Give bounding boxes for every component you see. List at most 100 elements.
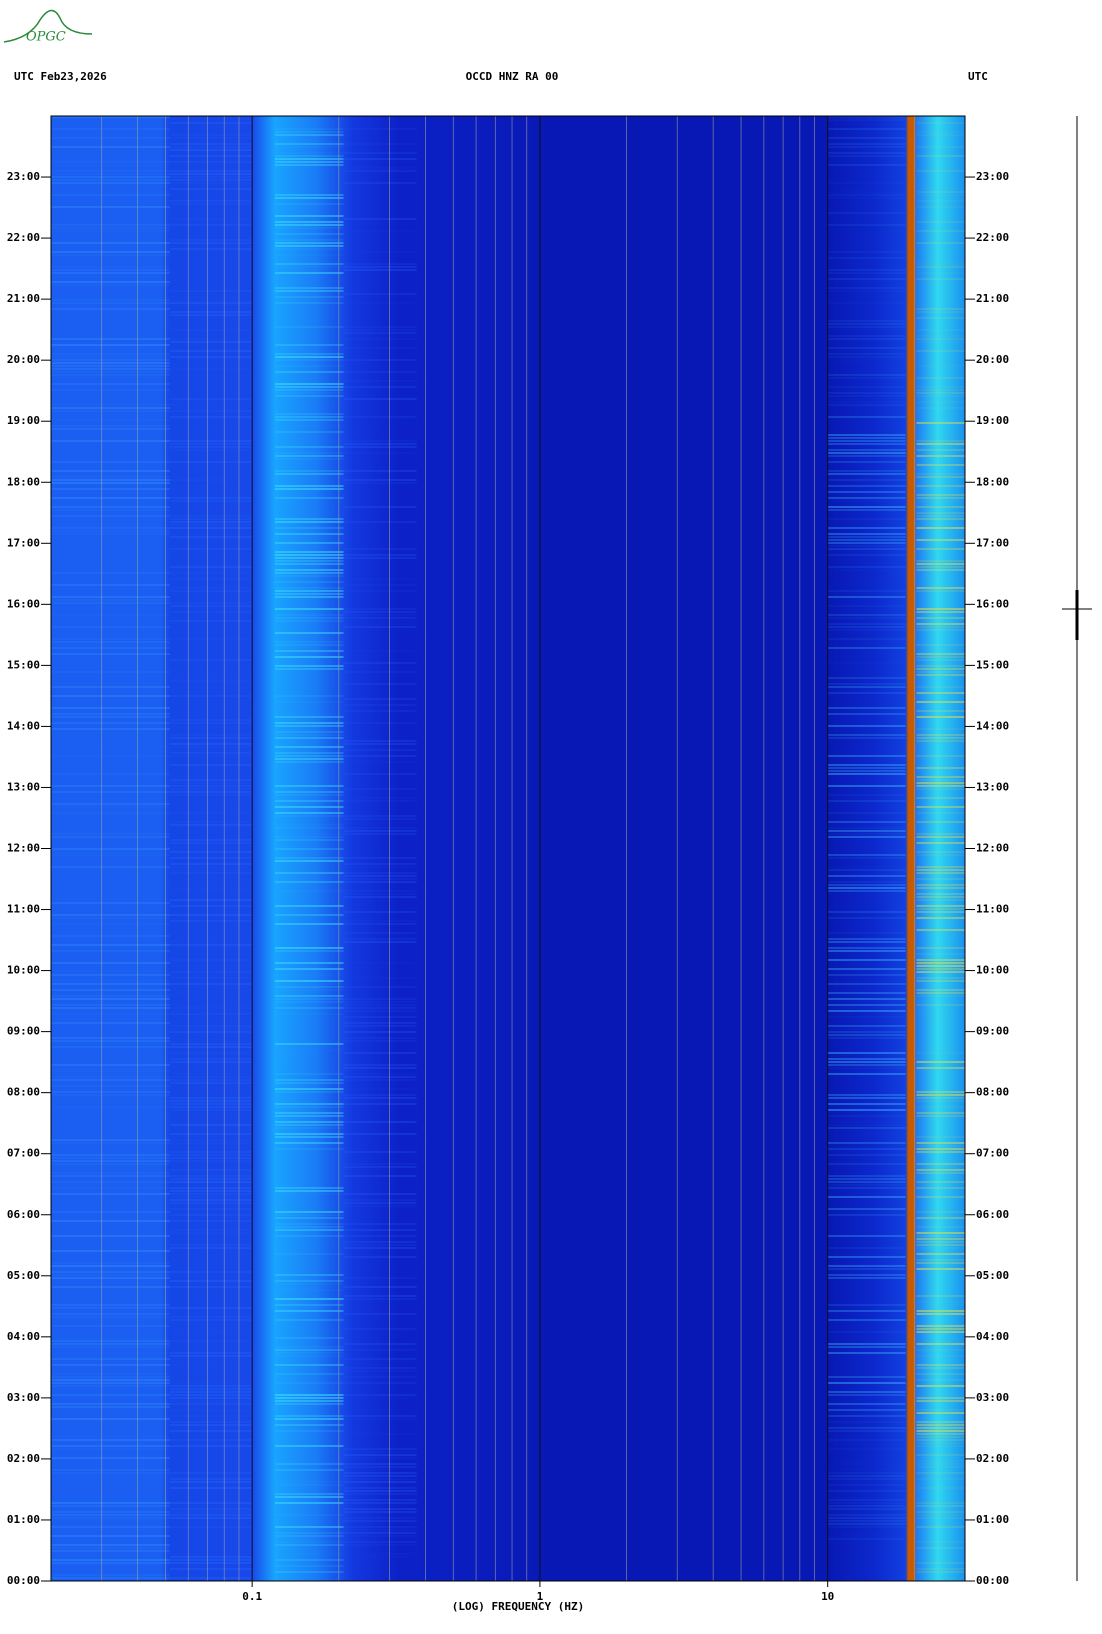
texture-streak xyxy=(169,1160,253,1162)
texture-streak xyxy=(827,440,906,442)
texture-streak xyxy=(343,1247,417,1249)
texture-streak xyxy=(274,233,344,235)
texture-streak xyxy=(274,131,344,133)
texture-streak xyxy=(274,923,344,925)
texture-streak xyxy=(916,476,965,478)
spectrogram-texture xyxy=(51,116,965,1579)
texture-streak xyxy=(169,200,253,202)
texture-streak xyxy=(827,1415,906,1417)
texture-streak xyxy=(916,1163,965,1165)
texture-streak xyxy=(169,302,253,304)
texture-streak xyxy=(343,800,417,802)
texture-streak xyxy=(51,356,170,358)
texture-streak xyxy=(343,1055,416,1057)
texture-streak xyxy=(274,248,344,250)
texture-streak xyxy=(274,1349,344,1351)
texture-streak xyxy=(169,1181,253,1183)
texture-streak xyxy=(274,527,344,529)
y-tick-label: 07:00 xyxy=(7,1147,40,1160)
texture-streak xyxy=(343,1199,417,1201)
texture-streak xyxy=(274,473,344,475)
texture-streak xyxy=(343,896,417,898)
texture-streak xyxy=(169,155,253,157)
texture-streak xyxy=(828,500,906,502)
texture-streak xyxy=(169,1352,253,1354)
texture-streak xyxy=(916,686,965,688)
texture-streak xyxy=(343,1148,416,1150)
texture-streak xyxy=(274,1415,344,1417)
texture-streak xyxy=(274,1001,344,1003)
y-tick-label-right: 17:00 xyxy=(976,536,1009,549)
texture-streak xyxy=(170,1001,252,1003)
texture-streak xyxy=(51,1094,170,1096)
texture-streak xyxy=(274,239,344,241)
texture-streak xyxy=(916,1232,965,1234)
texture-streak xyxy=(169,440,253,442)
texture-streak xyxy=(827,251,906,253)
texture-streak xyxy=(827,1127,906,1129)
texture-streak xyxy=(51,1577,170,1579)
texture-streak xyxy=(916,518,965,520)
texture-streak xyxy=(51,362,170,364)
texture-streak xyxy=(917,647,965,649)
texture-streak xyxy=(275,425,344,427)
texture-streak xyxy=(169,416,253,418)
y-tick-label-right: 05:00 xyxy=(976,1269,1009,1282)
y-tick-label-right: 04:00 xyxy=(976,1330,1009,1343)
y-tick-label: 04:00 xyxy=(7,1330,40,1343)
texture-streak xyxy=(916,1268,965,1270)
texture-streak xyxy=(827,1115,906,1117)
texture-streak xyxy=(827,143,906,145)
texture-streak xyxy=(275,983,344,985)
texture-streak xyxy=(51,1085,170,1087)
texture-streak xyxy=(827,734,906,736)
texture-streak xyxy=(828,1226,906,1228)
texture-streak xyxy=(51,1079,170,1081)
texture-streak xyxy=(916,854,965,856)
texture-streak xyxy=(169,1415,253,1417)
texture-streak xyxy=(343,143,417,145)
texture-streak xyxy=(916,980,965,982)
texture-streak xyxy=(827,605,906,607)
texture-streak xyxy=(274,857,344,859)
logo-curve xyxy=(3,9,93,43)
texture-streak xyxy=(51,185,170,187)
texture-streak xyxy=(274,947,344,949)
texture-streak xyxy=(274,761,344,763)
texture-streak xyxy=(343,1037,417,1039)
texture-streak xyxy=(51,1265,170,1267)
texture-streak xyxy=(51,1112,170,1114)
texture-streak xyxy=(343,941,417,943)
texture-streak xyxy=(169,515,253,517)
texture-streak xyxy=(343,866,417,868)
texture-streak xyxy=(916,242,965,244)
texture-streak xyxy=(827,1478,906,1480)
texture-streak xyxy=(51,308,170,310)
texture-streak xyxy=(343,1511,417,1513)
texture-streak xyxy=(917,365,965,367)
texture-streak xyxy=(916,1112,965,1114)
texture-streak xyxy=(169,311,253,313)
texture-streak xyxy=(169,794,253,796)
texture-streak xyxy=(343,1121,417,1123)
texture-streak xyxy=(51,1313,170,1315)
texture-streak xyxy=(51,803,170,805)
texture-streak xyxy=(827,1034,906,1036)
texture-streak xyxy=(51,1139,170,1141)
texture-streak xyxy=(51,137,170,139)
texture-streak xyxy=(169,1400,253,1402)
texture-streak xyxy=(916,674,965,676)
texture-streak xyxy=(916,1295,965,1297)
texture-streak xyxy=(274,1013,344,1015)
texture-streak xyxy=(917,188,965,190)
texture-streak xyxy=(51,1058,170,1060)
texture-streak xyxy=(51,584,170,586)
texture-streak xyxy=(916,701,965,703)
texture-streak xyxy=(916,506,965,508)
texture-streak xyxy=(274,296,344,298)
texture-streak xyxy=(274,1211,344,1213)
texture-streak xyxy=(51,572,170,574)
texture-streak xyxy=(343,1277,417,1279)
texture-streak xyxy=(51,854,170,856)
texture-streak xyxy=(170,1547,252,1549)
